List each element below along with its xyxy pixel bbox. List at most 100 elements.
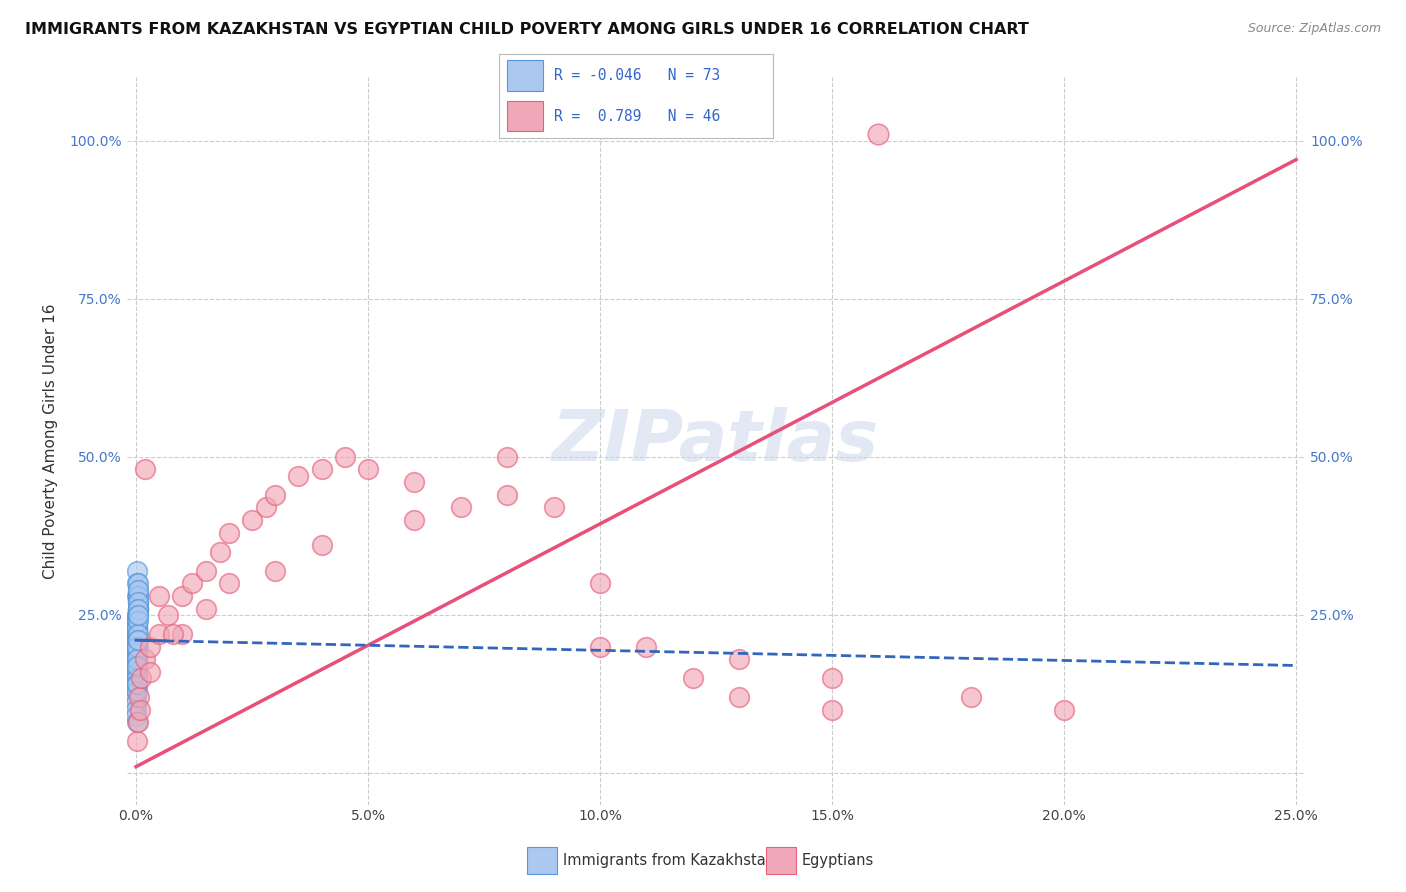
Point [125,734,148,748]
Point [125,683,148,698]
Point [148,589,170,603]
Point [357,462,380,476]
Point [127,621,149,635]
Point [125,652,148,666]
Point [127,640,149,654]
Point [127,595,149,609]
Point [125,640,148,654]
Point [125,671,148,685]
Point [127,640,149,654]
Point [172,589,194,603]
Point [125,709,148,723]
Point [868,128,890,142]
Point [127,633,149,648]
Point [127,640,149,654]
Point [127,601,149,615]
Point [134,652,156,666]
Point [127,627,149,641]
Point [125,652,148,666]
Point [127,595,149,609]
Point [125,640,148,654]
Point [125,652,148,666]
Point [125,658,148,673]
Point [127,621,149,635]
Point [127,589,149,603]
Point [125,614,148,628]
Point [127,627,149,641]
Point [311,462,333,476]
Y-axis label: Child Poverty Among Girls Under 16: Child Poverty Among Girls Under 16 [44,303,58,579]
Point [821,671,844,685]
Point [127,607,149,622]
Point [125,677,148,691]
Point [127,582,149,597]
Point [127,621,149,635]
Point [125,703,148,717]
Point [125,633,148,648]
Point [240,513,263,527]
Text: Egyptians: Egyptians [801,854,875,868]
Point [139,640,162,654]
Point [127,582,149,597]
Point [543,500,565,515]
Point [264,564,287,578]
Point [127,614,149,628]
Point [125,646,148,660]
Point [821,703,844,717]
Point [404,513,426,527]
Point [125,627,148,641]
FancyBboxPatch shape [508,61,543,91]
Point [127,607,149,622]
Point [287,468,309,483]
Point [127,621,149,635]
Point [127,601,149,615]
Point [127,614,149,628]
Point [127,614,149,628]
Text: Source: ZipAtlas.com: Source: ZipAtlas.com [1247,22,1381,36]
Point [127,646,149,660]
Point [127,633,149,648]
Point [125,564,148,578]
Point [311,538,333,552]
Point [127,607,149,622]
Point [333,450,356,464]
Point [127,589,149,603]
Text: R =  0.789   N = 46: R = 0.789 N = 46 [554,109,720,124]
Point [125,697,148,711]
Point [208,544,231,558]
Point [728,652,751,666]
Point [682,671,704,685]
Point [127,607,149,622]
Point [264,488,287,502]
Point [589,576,612,591]
Point [125,665,148,679]
Point [127,601,149,615]
Point [125,683,148,698]
Point [125,671,148,685]
Point [157,607,180,622]
Point [139,665,162,679]
Point [125,658,148,673]
Point [128,703,150,717]
Point [127,614,149,628]
Text: R = -0.046   N = 73: R = -0.046 N = 73 [554,68,720,83]
FancyBboxPatch shape [508,101,543,131]
Text: IMMIGRANTS FROM KAZAKHSTAN VS EGYPTIAN CHILD POVERTY AMONG GIRLS UNDER 16 CORREL: IMMIGRANTS FROM KAZAKHSTAN VS EGYPTIAN C… [25,22,1029,37]
Point [125,665,148,679]
Point [496,450,519,464]
Point [129,671,152,685]
Point [128,690,150,705]
Point [134,462,156,476]
Point [127,633,149,648]
Point [125,640,148,654]
Point [728,690,751,705]
Point [125,677,148,691]
Point [194,601,217,615]
Text: ZIPatlas: ZIPatlas [553,407,880,475]
Point [404,475,426,490]
Point [125,646,148,660]
Point [636,640,658,654]
Point [125,665,148,679]
Point [450,500,472,515]
Point [496,488,519,502]
